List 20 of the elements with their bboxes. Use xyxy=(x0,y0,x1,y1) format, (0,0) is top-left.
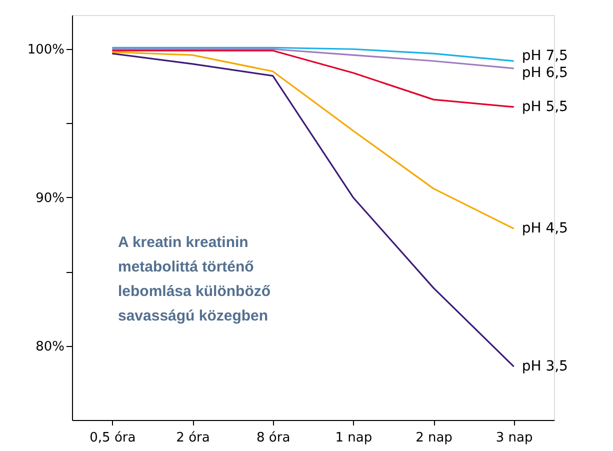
x-tick-label: 2 nap xyxy=(416,430,452,446)
series-label: pH 5,5 xyxy=(522,98,568,115)
line-series xyxy=(111,51,515,230)
x-tick-label: 8 óra xyxy=(256,430,290,446)
x-tick-label: 1 nap xyxy=(335,430,372,446)
y-tick-label: 100% xyxy=(27,42,64,58)
line-series xyxy=(111,52,515,368)
series-label: pH 6,5 xyxy=(522,65,568,82)
x-tick-label: 3 nap xyxy=(496,430,533,446)
y-tick-label: 90% xyxy=(36,190,64,206)
line-series xyxy=(111,46,515,62)
line-series xyxy=(111,48,515,70)
x-tick-label: 0,5 óra xyxy=(90,430,136,446)
x-tick-label: 2 óra xyxy=(176,430,210,446)
series-label: pH 4,5 xyxy=(522,220,568,237)
line-series xyxy=(111,50,515,108)
series-label: pH 7,5 xyxy=(522,48,568,64)
y-tick-label: 80% xyxy=(36,339,64,354)
series-label: pH 3,5 xyxy=(522,358,568,375)
annotation: A kreatin kreatinin metabolittá történő lebomlása különböző savasságú közegben xyxy=(118,234,271,324)
